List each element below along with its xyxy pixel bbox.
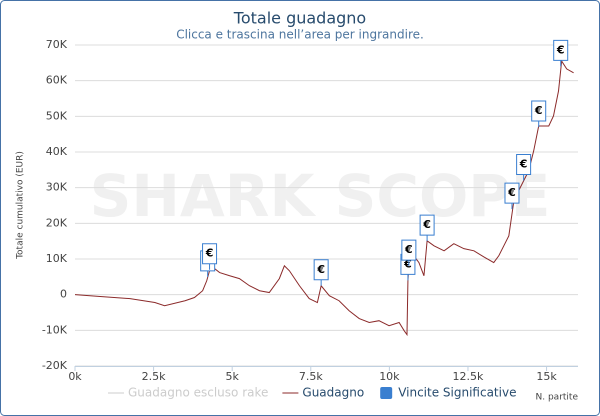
- flag-shape: [202, 243, 218, 270]
- flag-marker: €: [419, 214, 435, 242]
- y-tick-label: 20K: [46, 216, 68, 229]
- flag-shape: [504, 182, 520, 210]
- flag-shape: [313, 259, 329, 286]
- flag-marker: €: [202, 243, 218, 270]
- flag-shape: [401, 239, 417, 267]
- y-tick-label: 50K: [46, 109, 68, 122]
- flag-label: €: [404, 243, 413, 256]
- flag-marker: €: [504, 182, 520, 210]
- flag-label: €: [534, 104, 543, 117]
- flag-label: €: [507, 186, 516, 199]
- flag-label: €: [316, 263, 325, 276]
- x-tick-label: 7.5k: [299, 370, 323, 383]
- flag-shape: [419, 214, 435, 242]
- flag-shape: [516, 154, 532, 181]
- y-tick-label: 10K: [46, 252, 68, 265]
- y-tick-label: 0: [60, 288, 67, 301]
- flag-shape: [553, 39, 569, 67]
- flag-label: €: [556, 43, 565, 56]
- flag-label: €: [205, 247, 214, 260]
- y-tick-label: -20K: [42, 359, 68, 372]
- y-tick-label: 30K: [46, 181, 68, 194]
- x-tick-label: 5k: [226, 370, 240, 383]
- y-axis-label: Totale cumulativo (EUR): [16, 151, 26, 260]
- legend-label[interactable]: Vincite Significative: [398, 386, 516, 400]
- flag-marker: €: [553, 39, 569, 67]
- y-tick-label: 40K: [46, 145, 68, 158]
- flag-marker: €: [401, 239, 417, 267]
- chart-title: Totale guadagno: [233, 9, 366, 28]
- x-axis-label: N. partite: [536, 393, 579, 403]
- watermark: SHARK SCOPE: [90, 162, 551, 230]
- x-tick-label: 2.5k: [142, 370, 166, 383]
- legend-label[interactable]: Guadagno escluso rake: [128, 386, 268, 400]
- x-tick-label: 10k: [379, 370, 400, 383]
- flag-marker: €: [531, 100, 547, 128]
- x-tick-label: 15k: [536, 370, 557, 383]
- x-tick-label: 0k: [68, 370, 82, 383]
- flag-shape: [531, 100, 547, 128]
- y-tick-label: -10K: [42, 323, 68, 336]
- y-tick-label: 60K: [46, 74, 68, 87]
- chart-subtitle: Clicca e trascina nell’area per ingrandi…: [176, 28, 424, 42]
- y-tick-label: 70K: [46, 38, 68, 51]
- x-tick-label: 12.5k: [453, 370, 484, 383]
- flag-label: €: [519, 158, 528, 171]
- flag-label: €: [403, 257, 412, 270]
- flag-marker: €: [313, 259, 329, 286]
- legend-label[interactable]: Guadagno: [302, 386, 364, 400]
- legend-symbol: [380, 387, 393, 399]
- flag-label: €: [422, 218, 431, 231]
- flag-marker: €: [516, 154, 532, 181]
